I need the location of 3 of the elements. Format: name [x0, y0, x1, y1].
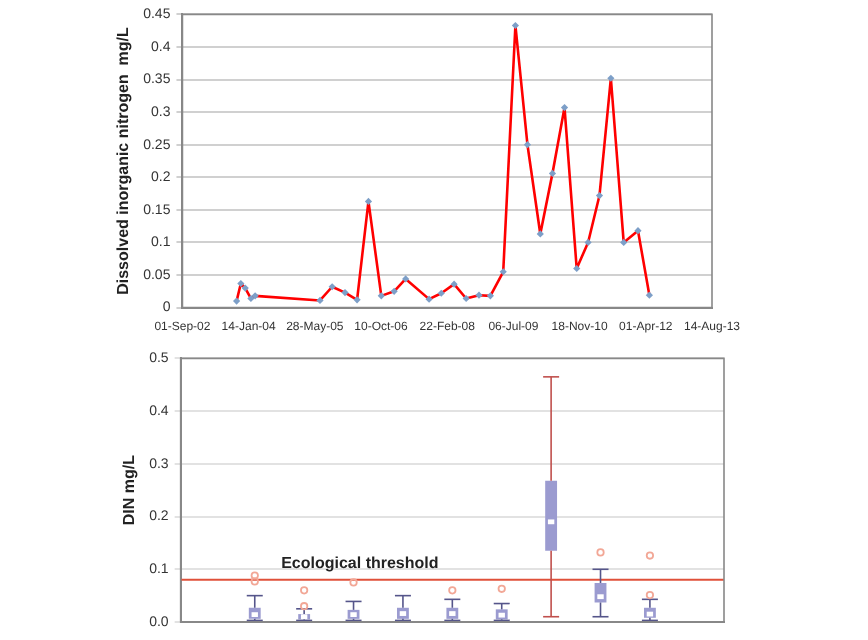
- y-axis-title: Dissolved inorganic nitrogen mg/L: [114, 26, 133, 295]
- y-axis-title: DIN mg/L: [120, 454, 139, 526]
- ref-line-label: Ecological threshold: [281, 554, 439, 573]
